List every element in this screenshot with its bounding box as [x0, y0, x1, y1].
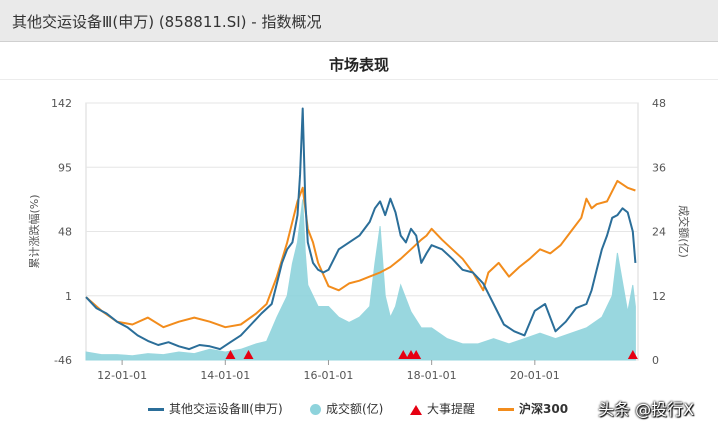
- lines-layer: [85, 107, 637, 351]
- watermark: 头条 @投行X: [598, 400, 695, 419]
- y-left-axis-title: 累计涨跌幅(%): [27, 194, 41, 268]
- y-left-tick-label: 142: [51, 97, 72, 110]
- event-marker: [398, 350, 409, 359]
- event-marker: [243, 350, 254, 359]
- legend-triangle-icon: [410, 404, 422, 415]
- legend-label-events: 大事提醒: [427, 402, 476, 416]
- event-marker: [225, 350, 236, 359]
- section-title: 市场表现: [328, 56, 389, 74]
- y-left-tick-label: 1: [65, 290, 72, 303]
- event-marker: [411, 350, 422, 359]
- y-right-tick-label: 0: [652, 354, 659, 367]
- legend-item-volume[interactable]: 成交额(亿): [310, 400, 383, 417]
- hs300-series-line: [85, 179, 636, 329]
- x-tick-label: 16-01-01: [303, 369, 353, 382]
- chart-legend: 其他交运设备Ⅲ(申万) 成交额(亿) 大事提醒 沪深300: [0, 398, 718, 420]
- x-tick-label: 12-01-01: [97, 369, 147, 382]
- legend-item-index[interactable]: 其他交运设备Ⅲ(申万): [148, 400, 283, 417]
- x-tick-label: 18-01-01: [407, 369, 457, 382]
- volume-area: [85, 199, 636, 361]
- legend-line-icon: [148, 408, 164, 411]
- legend-label-index: 其他交运设备Ⅲ(申万): [169, 402, 283, 416]
- window-title: 其他交运设备Ⅲ(申万) (858811.SI) - 指数概况: [12, 13, 322, 31]
- window-title-bar: 其他交运设备Ⅲ(申万) (858811.SI) - 指数概况: [0, 0, 718, 42]
- y-left-tick-label: 48: [58, 226, 72, 239]
- y-left-tick-label: -46: [54, 354, 72, 367]
- section-divider: [0, 79, 718, 80]
- y-right-axis-title: 成交额(亿): [677, 205, 691, 258]
- y-right-tick-label: 48: [652, 97, 666, 110]
- x-tick-label: 20-01-01: [510, 369, 560, 382]
- y-right-tick-label: 24: [652, 226, 666, 239]
- y-right-tick-label: 12: [652, 290, 666, 303]
- legend-line-icon: [498, 408, 514, 411]
- volume-layer: [85, 199, 636, 361]
- legend-item-events[interactable]: 大事提醒: [410, 400, 475, 417]
- axes-layer: -46 1 48 95 142 0 12 24 36 48 12-01-01 14-01-01 16-0…: [27, 97, 691, 382]
- y-left-tick-label: 95: [58, 161, 72, 174]
- legend-circle-icon: [310, 404, 321, 415]
- index-series-line: [85, 107, 637, 351]
- y-right-tick-label: 36: [652, 161, 666, 174]
- legend-item-hs300[interactable]: 沪深300: [498, 400, 568, 417]
- legend-label-volume: 成交额(亿): [326, 402, 384, 416]
- event-marker: [627, 350, 638, 359]
- x-tick-label: 14-01-01: [200, 369, 250, 382]
- events-layer: [225, 350, 638, 359]
- legend-label-hs300: 沪深300: [519, 402, 569, 416]
